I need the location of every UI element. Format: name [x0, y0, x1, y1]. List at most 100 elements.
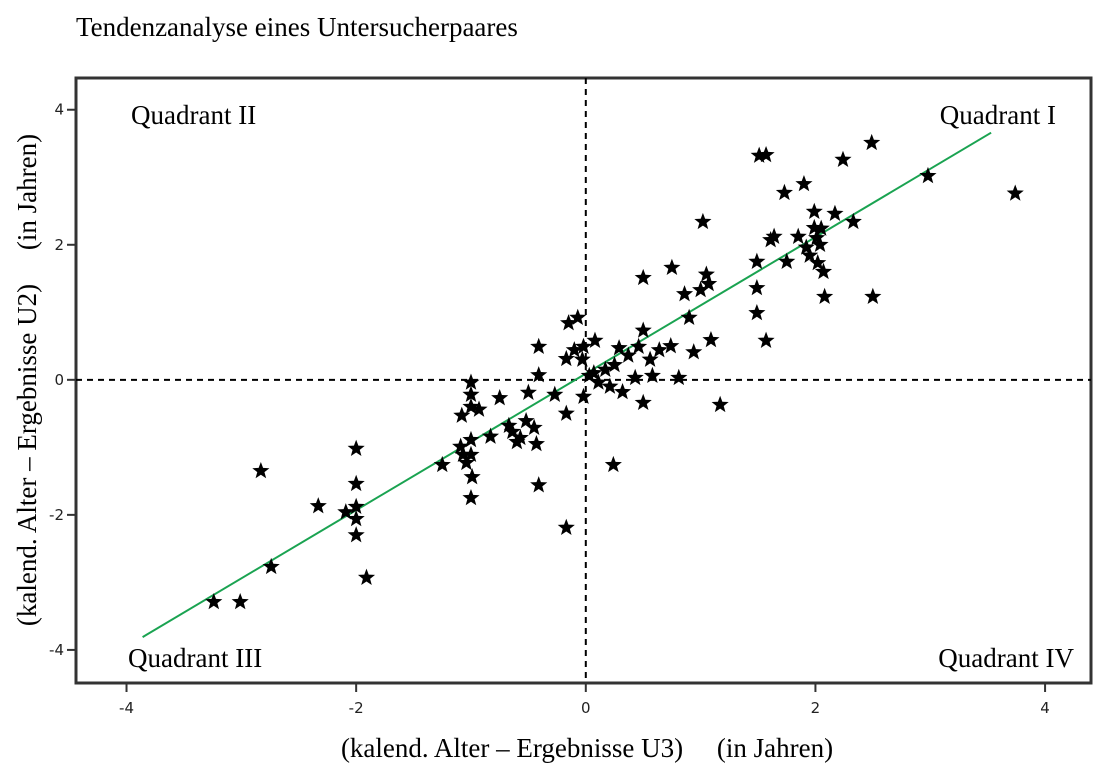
point: [697, 265, 715, 282]
point: [557, 404, 575, 421]
point: [626, 368, 644, 386]
point: [634, 393, 652, 411]
chart-title: Tendenzanalyse eines Untersucherpaares: [76, 12, 518, 42]
point: [805, 202, 823, 219]
point: [757, 145, 775, 163]
point: [864, 287, 882, 305]
point: [573, 350, 591, 367]
point: [601, 377, 619, 394]
point: [795, 175, 813, 192]
point: [453, 406, 471, 423]
point: [347, 497, 365, 515]
quadrant-label: Quadrant II: [131, 100, 256, 130]
quadrant-label: Quadrant III: [128, 643, 262, 673]
point: [919, 166, 937, 184]
point: [748, 252, 766, 269]
point: [481, 427, 500, 444]
point: [748, 278, 766, 296]
point: [750, 146, 768, 163]
point: [814, 262, 833, 280]
point: [530, 366, 548, 383]
point: [610, 339, 628, 356]
point: [580, 366, 598, 384]
point: [778, 252, 796, 269]
point: [680, 308, 698, 325]
point: [650, 341, 668, 358]
point: [613, 382, 632, 400]
point: [765, 227, 783, 244]
point: [462, 488, 480, 506]
point: [565, 341, 583, 358]
point: [711, 395, 729, 413]
point: [560, 314, 578, 331]
point: [641, 350, 659, 367]
point: [452, 437, 470, 454]
point: [663, 258, 681, 276]
point: [530, 337, 548, 355]
quadrant-label: Quadrant I: [940, 100, 1056, 130]
x-tick-label: 0: [581, 699, 591, 717]
point: [809, 254, 827, 271]
x-tick-label: 4: [1040, 699, 1050, 717]
point: [462, 430, 480, 448]
point: [604, 455, 622, 473]
x-tick-label: -4: [119, 699, 134, 717]
point: [700, 274, 718, 292]
point: [491, 389, 509, 406]
point: [347, 509, 365, 527]
point: [775, 183, 793, 201]
point: [634, 268, 652, 286]
point: [347, 439, 365, 456]
point: [347, 526, 365, 543]
point: [692, 281, 710, 298]
point: [462, 385, 480, 402]
point: [525, 418, 543, 436]
point: [797, 238, 815, 255]
point: [231, 592, 249, 610]
point: [694, 212, 712, 230]
x-axis-label: (kalend. Alter – Ergebnisse U3) (in Jahr…: [341, 733, 833, 763]
point: [530, 476, 548, 493]
y-tick-label: -2: [49, 506, 64, 524]
point: [557, 349, 575, 367]
x-tick-label: 2: [811, 699, 821, 717]
point: [619, 346, 637, 363]
point: [844, 212, 862, 230]
point: [433, 455, 451, 473]
point: [685, 343, 703, 360]
point: [454, 445, 472, 463]
point: [589, 373, 607, 390]
x-tick-label: -2: [349, 699, 364, 717]
point: [834, 150, 852, 167]
point: [252, 461, 270, 479]
point: [569, 308, 587, 325]
point: [811, 235, 829, 253]
y-tick-label: 2: [54, 236, 64, 254]
point: [662, 337, 680, 354]
point: [574, 337, 593, 355]
point: [462, 373, 480, 390]
point: [812, 219, 830, 236]
point: [816, 287, 834, 305]
point: [630, 337, 648, 355]
point: [801, 246, 819, 263]
point: [557, 518, 575, 535]
point: [808, 229, 826, 246]
point: [789, 227, 807, 244]
point: [347, 474, 365, 492]
quadrant-label: Quadrant IV: [938, 643, 1074, 673]
point: [500, 416, 518, 434]
point: [519, 383, 537, 400]
point: [527, 434, 545, 452]
point: [309, 497, 327, 514]
point: [702, 330, 720, 348]
point: [262, 557, 280, 575]
point: [605, 355, 624, 373]
point: [757, 331, 775, 348]
point: [596, 360, 614, 377]
point: [643, 366, 661, 384]
point: [634, 321, 652, 338]
point: [503, 422, 521, 440]
point: [511, 428, 529, 446]
